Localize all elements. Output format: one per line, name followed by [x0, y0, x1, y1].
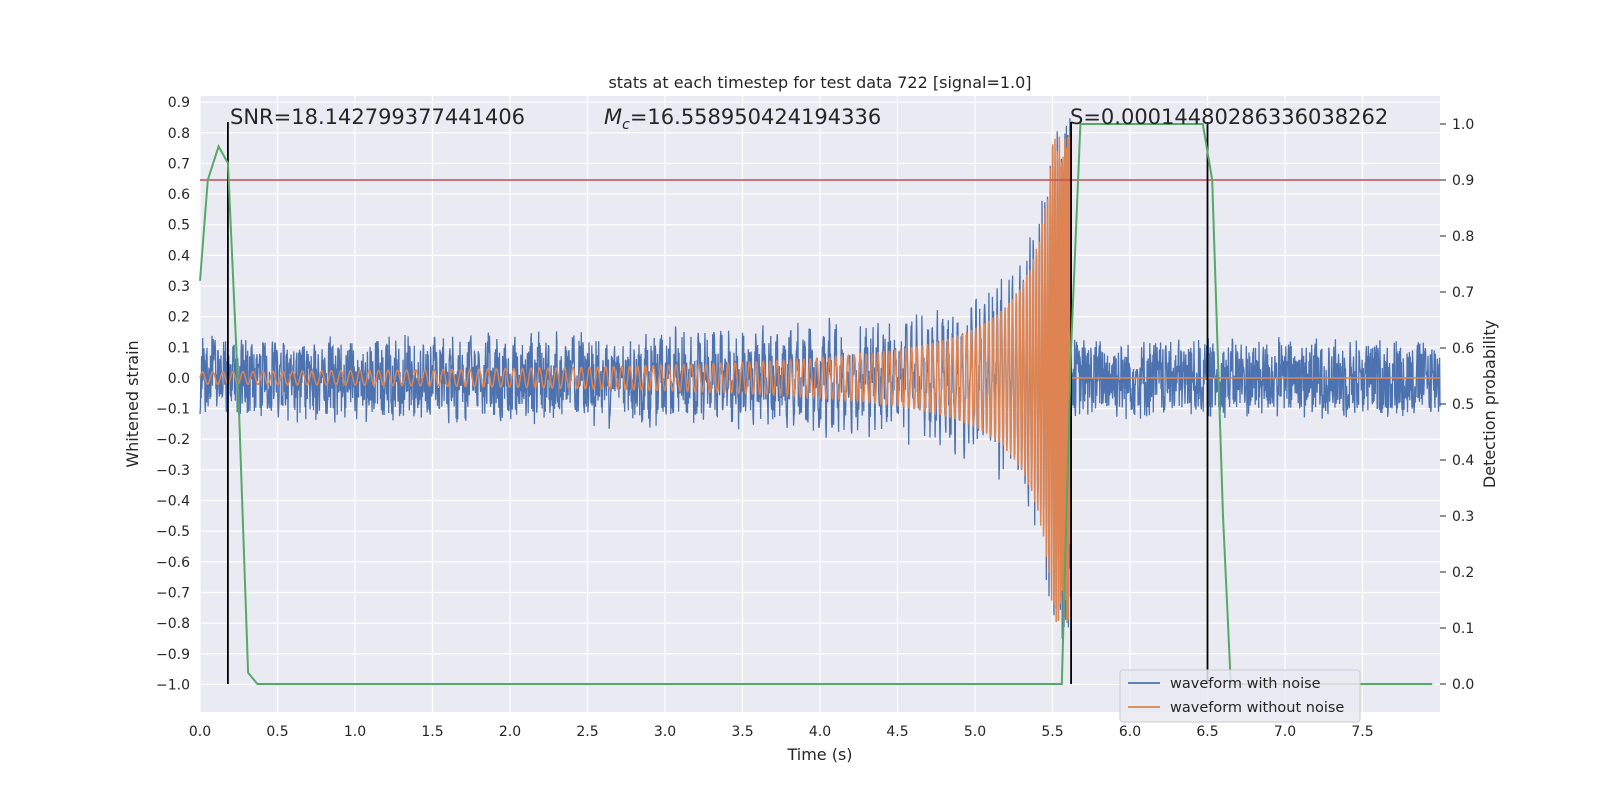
- y-tick-label-left: 0.5: [168, 218, 190, 234]
- x-tick-label: 5.5: [1041, 724, 1063, 740]
- y-tick-label-left: −0.9: [156, 647, 190, 663]
- x-tick-label: 6.0: [1119, 724, 1141, 740]
- y-tick-label-right: 0.9: [1452, 173, 1474, 189]
- mc-symbol: M: [604, 105, 622, 129]
- x-tick-label: 1.0: [344, 724, 366, 740]
- y-tick-label-left: 0.9: [168, 95, 190, 111]
- y-tick-label-left: −0.4: [156, 494, 190, 510]
- y-tick-label-right: 0.2: [1452, 565, 1474, 581]
- mc-value: =16.558950424194336: [630, 105, 881, 129]
- ticks-layer: 0.0 0.5 1.0 1.5 2.0 2.5 3.0 3.5 4.0 4.5 5.0 5.5 6.0 6…: [156, 95, 1474, 740]
- y-tick-label-left: 0.2: [168, 310, 190, 326]
- snr-annotation: SNR=18.142799377441406: [230, 105, 525, 129]
- mc-annotation: Mc=16.558950424194336: [604, 105, 881, 133]
- y-tick-label-right: 0.3: [1452, 509, 1474, 525]
- x-tick-label: 3.5: [731, 724, 753, 740]
- y-tick-label-right: 0.7: [1452, 285, 1474, 301]
- s-annotation: S=0.00014480286336038262: [1070, 105, 1388, 129]
- mc-subscript: c: [622, 117, 630, 133]
- y-tick-label-right: 0.5: [1452, 397, 1474, 413]
- y-tick-label-left: −0.2: [156, 432, 190, 448]
- y-tick-label-left: −0.5: [156, 524, 190, 540]
- y-tick-label-left: 0.6: [168, 187, 190, 203]
- x-tick-label: 5.0: [964, 724, 986, 740]
- y-tick-label-left: 0.3: [168, 279, 190, 295]
- series-layer: [199, 118, 1441, 685]
- x-axis-label: Time (s): [786, 745, 852, 764]
- x-tick-label: 2.0: [499, 724, 521, 740]
- y-tick-label-left: 0.4: [168, 248, 190, 264]
- chart-title: stats at each timestep for test data 722…: [608, 73, 1031, 92]
- series-detection-probability: [199, 123, 1433, 685]
- y-tick-label-left: −0.3: [156, 463, 190, 479]
- y-tick-label-right: 0.0: [1452, 677, 1474, 693]
- x-tick-label: 4.0: [809, 724, 831, 740]
- legend-box: [1119, 669, 1361, 723]
- y-tick-label-right: 0.1: [1452, 621, 1474, 637]
- legend-label-without-noise: waveform without noise: [1170, 700, 1344, 716]
- x-tick-label: 3.0: [654, 724, 676, 740]
- series-without-noise: [199, 134, 1440, 624]
- y-tick-label-left: −0.7: [156, 585, 190, 601]
- y-axis-label-left: Whitened strain: [123, 340, 142, 467]
- x-tick-label: 4.5: [886, 724, 908, 740]
- x-tick-label: 0.0: [189, 724, 211, 740]
- y-tick-label-left: −1.0: [156, 677, 190, 693]
- y-tick-label-right: 0.6: [1452, 341, 1474, 357]
- y-tick-label-left: −0.6: [156, 555, 190, 571]
- y-tick-label-left: 0.1: [168, 340, 190, 356]
- legend-label-with-noise: waveform with noise: [1170, 676, 1321, 692]
- y-tick-label-right: 1.0: [1452, 117, 1474, 133]
- legend: waveform with noise waveform without noi…: [1119, 669, 1361, 723]
- x-tick-label: 7.5: [1351, 724, 1373, 740]
- x-tick-label: 1.5: [421, 724, 443, 740]
- y-axis-label-right: Detection probability: [1480, 320, 1499, 488]
- y-tick-label-left: −0.8: [156, 616, 190, 632]
- y-tick-label-left: 0.0: [168, 371, 190, 387]
- x-tick-label: 6.5: [1196, 724, 1218, 740]
- y-tick-label-left: 0.8: [168, 126, 190, 142]
- x-tick-label: 0.5: [266, 724, 288, 740]
- x-tick-label: 2.5: [576, 724, 598, 740]
- y-tick-label-left: −0.1: [156, 402, 190, 418]
- y-tick-label-left: 0.7: [168, 156, 190, 172]
- y-tick-label-right: 0.8: [1452, 229, 1474, 245]
- x-tick-label: 7.0: [1274, 724, 1296, 740]
- y-tick-label-right: 0.4: [1452, 453, 1474, 469]
